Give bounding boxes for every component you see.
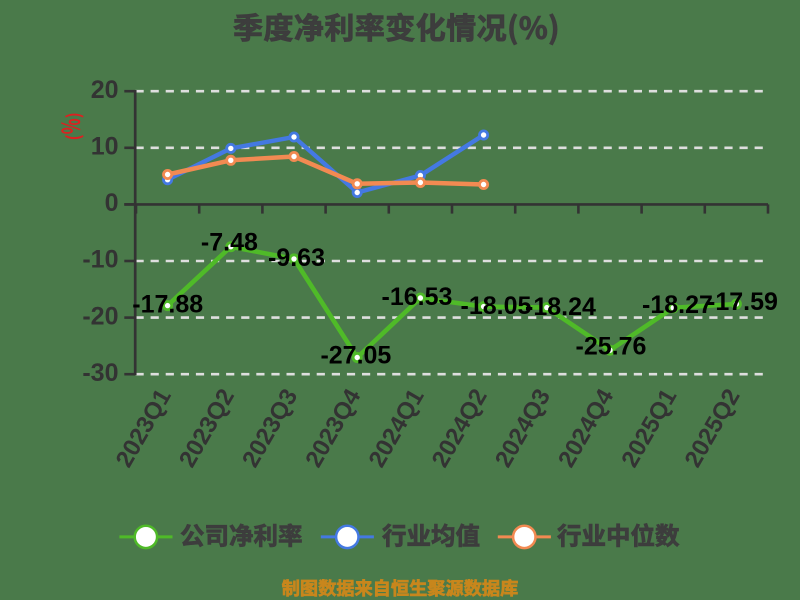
svg-text:10: 10: [91, 133, 119, 161]
svg-text:-9.63: -9.63: [268, 244, 325, 272]
svg-text:0: 0: [105, 189, 119, 217]
svg-text:-18.27: -18.27: [642, 291, 713, 319]
svg-text:-10: -10: [82, 246, 118, 274]
svg-text:-18.05: -18.05: [461, 292, 532, 320]
svg-text:-20: -20: [82, 302, 118, 330]
svg-text:-18.24: -18.24: [525, 293, 596, 321]
svg-text:-7.48: -7.48: [201, 229, 258, 257]
svg-text:20: 20: [91, 76, 119, 104]
svg-text:-30: -30: [82, 359, 118, 387]
svg-text:-25.76: -25.76: [576, 333, 647, 361]
svg-text:-16.53: -16.53: [382, 283, 453, 311]
svg-text:-17.88: -17.88: [132, 291, 203, 319]
svg-text:-27.05: -27.05: [320, 342, 391, 370]
svg-text:-17.59: -17.59: [707, 288, 778, 316]
